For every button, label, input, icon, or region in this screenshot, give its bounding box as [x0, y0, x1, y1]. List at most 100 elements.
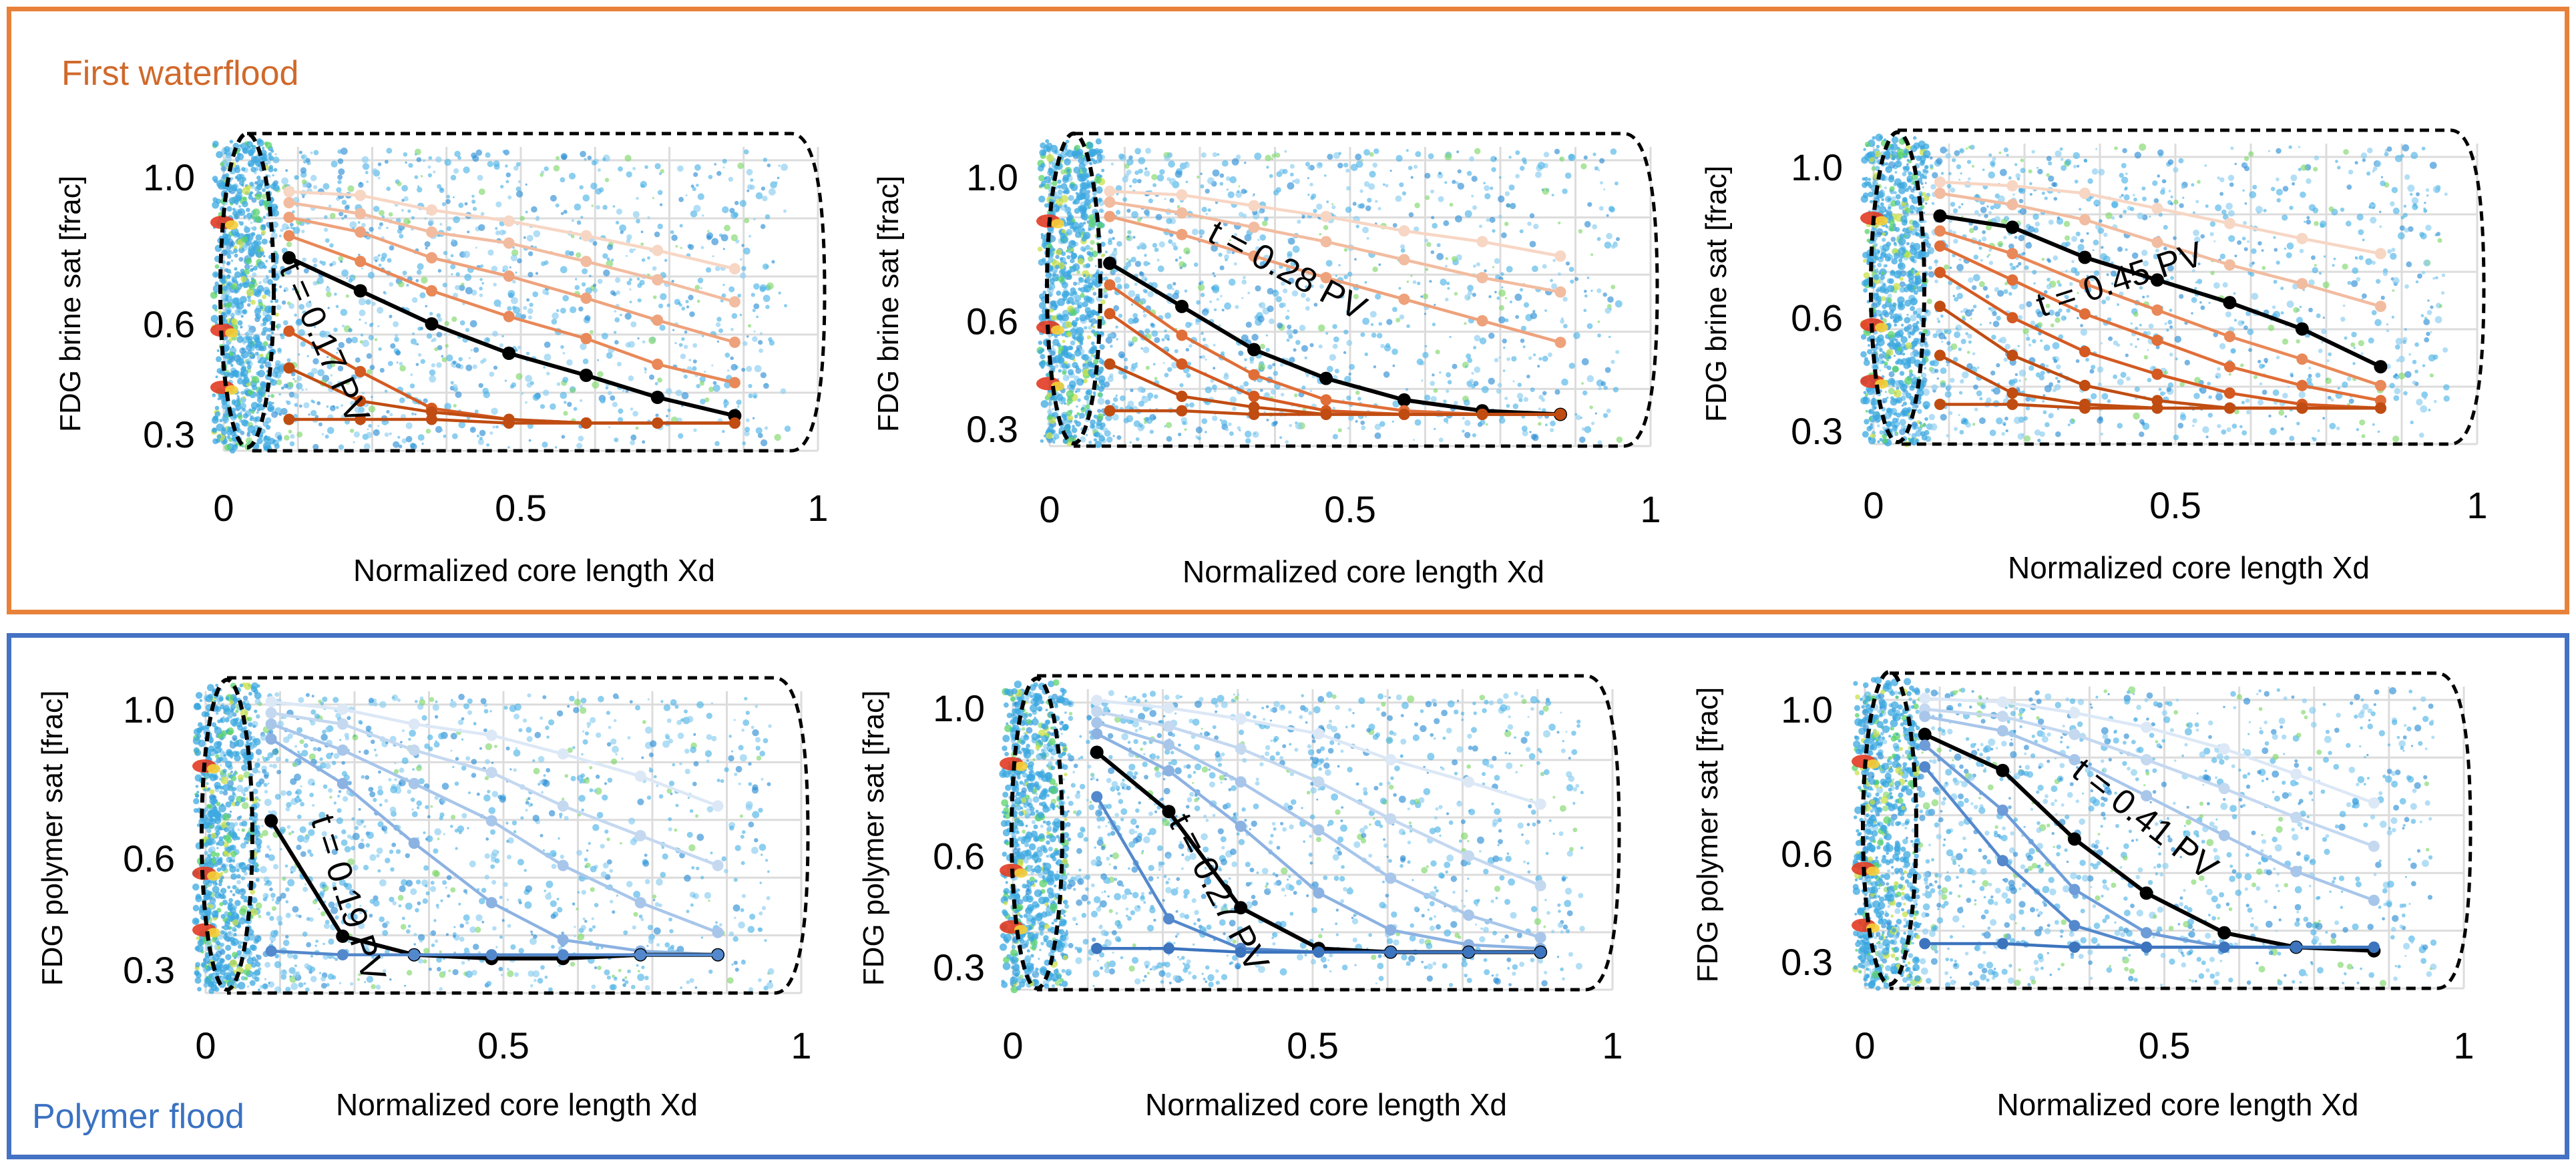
scatter-dot — [556, 309, 560, 313]
scatter-dot — [1607, 296, 1614, 303]
scatter-dot — [592, 241, 598, 246]
scatter-dot — [1420, 295, 1424, 298]
scatter-dot — [1527, 221, 1532, 226]
scatter-dot — [458, 421, 466, 429]
scatter-dot — [1337, 162, 1343, 169]
scatter-dot — [298, 353, 300, 356]
scatter-dot — [455, 284, 460, 290]
scatter-dot — [254, 421, 257, 424]
scatter-dot — [1038, 341, 1043, 345]
scatter-dot — [230, 284, 236, 290]
scatter-dot — [708, 387, 714, 392]
scatter-dot — [1544, 423, 1548, 427]
scatter-dot — [1282, 168, 1288, 174]
scatter-dot — [580, 216, 584, 219]
scatter-dot — [1600, 381, 1606, 387]
scatter-dot — [1052, 339, 1060, 346]
scatter-dot — [1137, 178, 1142, 184]
scatter-dot — [260, 353, 264, 357]
scatter-dot — [644, 165, 648, 169]
scatter-dot — [1488, 377, 1495, 385]
scatter-dot — [563, 210, 568, 214]
scatter-dot — [683, 374, 688, 379]
scatter-dot — [505, 180, 509, 184]
scatter-dot — [580, 150, 586, 158]
scatter-dot — [1611, 359, 1615, 365]
scatter-dot — [523, 236, 526, 239]
scatter-dot — [327, 356, 329, 359]
scatter-dot — [1114, 276, 1122, 283]
scatter-dot — [515, 190, 523, 198]
scatter-dot — [1267, 364, 1273, 370]
scatter-dot — [1238, 351, 1244, 356]
scatter-dot — [1145, 212, 1150, 217]
scatter-dot — [363, 443, 371, 450]
scatter-dot — [1509, 301, 1512, 304]
scatter-dot — [630, 407, 634, 411]
scatter-dot — [252, 208, 260, 216]
scatter-dot — [1554, 148, 1560, 155]
scatter-dot — [765, 214, 771, 220]
scatter-dot — [1078, 287, 1082, 291]
scatter-dot — [436, 331, 443, 338]
scatter-dot — [765, 383, 768, 386]
highlighted-data-point — [1103, 256, 1116, 270]
scatter-dot — [753, 303, 760, 309]
scatter-dot — [1455, 215, 1462, 223]
scatter-dot — [236, 336, 244, 343]
scatter-dot — [1072, 200, 1076, 205]
first-waterflood-panel — [7, 7, 2569, 614]
scatter-dot — [340, 404, 344, 407]
scatter-dot — [784, 304, 787, 308]
scatter-dot — [2093, 239, 2099, 246]
scatter-dot — [2354, 256, 2358, 258]
scatter-dot — [1533, 224, 1539, 230]
scatter-dot — [618, 417, 624, 423]
scatter-dot — [1100, 253, 1104, 258]
scatter-dot — [753, 218, 756, 221]
scatter-dot — [1564, 172, 1572, 179]
scatter-dot — [1221, 160, 1229, 167]
scatter-dot — [2384, 152, 2389, 157]
scatter-dot — [1071, 427, 1078, 433]
scatter-dot — [303, 402, 310, 409]
scatter-dot — [1449, 202, 1454, 207]
data-point — [1320, 210, 1332, 222]
scatter-dot — [2299, 305, 2302, 309]
scatter-dot — [2169, 353, 2173, 357]
scatter-dot — [578, 307, 584, 312]
scatter-dot — [295, 319, 303, 327]
scatter-dot — [286, 301, 291, 305]
scatter-dot — [457, 156, 461, 160]
scatter-dot — [1980, 323, 1982, 326]
scatter-dot — [1565, 261, 1570, 266]
scatter-dot — [587, 156, 592, 160]
scatter-dot — [401, 438, 407, 444]
scatter-dot — [270, 232, 278, 240]
scatter-dot — [479, 293, 483, 298]
scatter-dot — [1428, 153, 1434, 160]
scatter-dot — [1205, 212, 1208, 216]
scatter-dot — [1345, 168, 1350, 173]
scatter-dot — [2179, 203, 2184, 208]
scatter-dot — [477, 439, 484, 445]
scatter-dot — [1052, 272, 1056, 276]
scatter-dot — [597, 359, 600, 361]
scatter-dot — [411, 216, 415, 220]
scatter-dot — [1052, 441, 1056, 444]
scatter-dot — [692, 366, 697, 371]
scatter-dot — [1367, 198, 1372, 203]
scatter-dot — [272, 156, 280, 164]
scatter-dot — [1221, 309, 1225, 312]
scatter-dot — [1077, 304, 1082, 309]
data-point — [1554, 337, 1566, 349]
scatter-dot — [259, 305, 264, 310]
scatter-dot — [318, 422, 323, 427]
scatter-dot — [270, 394, 274, 398]
scatter-dot — [2016, 264, 2019, 268]
scatter-dot — [1086, 389, 1092, 395]
scatter-dot — [1048, 286, 1052, 290]
scatter-dot — [302, 310, 306, 315]
scatter-dot — [1088, 319, 1092, 323]
scatter-dot — [1171, 242, 1176, 247]
